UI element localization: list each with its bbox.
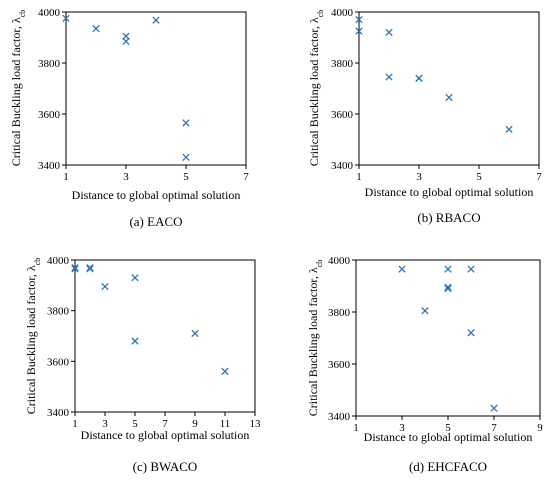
- data-point: [490, 404, 498, 412]
- x-tick-label: 5: [183, 171, 189, 183]
- x-tick-label: 5: [132, 418, 138, 430]
- x-tick-label: 13: [250, 418, 262, 430]
- x-tick-label: 7: [162, 418, 168, 430]
- panel-caption: (b) RBACO: [417, 210, 480, 225]
- x-tick-label: 1: [63, 171, 69, 183]
- y-tick-label: 3400: [328, 411, 351, 423]
- data-point: [505, 125, 513, 133]
- y-axis-label: Critical Buckling load factor, λcb: [9, 10, 27, 167]
- x-tick-label: 3: [102, 418, 108, 430]
- y-axis-label: Critical Buckling load factor, λcb: [24, 258, 42, 415]
- data-point: [444, 265, 452, 273]
- x-tick-label: 1: [72, 418, 78, 430]
- data-point: [131, 337, 139, 345]
- data-point: [385, 28, 393, 37]
- x-tick-label: 3: [416, 171, 422, 183]
- data-point: [398, 265, 406, 273]
- x-tick-label: 5: [476, 171, 482, 183]
- panel-caption: (c) BWACO: [133, 459, 198, 474]
- data-point: [221, 367, 229, 376]
- data-point: [62, 14, 70, 23]
- x-tick-label: 9: [192, 418, 198, 430]
- data-point: [86, 265, 94, 273]
- y-tick-label: 3800: [38, 58, 61, 70]
- data-point: [131, 274, 139, 282]
- x-tick-label: 1: [353, 422, 359, 434]
- x-axis-label: Distance to global optimal solution: [365, 185, 534, 199]
- y-tick-label: 3400: [47, 407, 70, 419]
- x-axis-label: Distance to global optimal solution: [81, 428, 250, 442]
- data-point: [467, 265, 475, 273]
- data-point: [355, 15, 363, 24]
- x-tick-label: 3: [123, 171, 129, 183]
- y-tick-label: 3800: [328, 307, 351, 319]
- plot-frame: [358, 11, 540, 166]
- x-tick-label: 3: [399, 422, 405, 434]
- x-axis-label: Distance to global optimal solution: [364, 430, 533, 444]
- plot-frame: [74, 259, 256, 413]
- data-point: [385, 73, 393, 81]
- y-tick-label: 3600: [328, 359, 351, 371]
- data-point: [355, 27, 363, 35]
- data-point: [182, 119, 190, 127]
- data-point: [92, 24, 100, 33]
- plot-frame: [355, 259, 541, 417]
- x-tick-label: 9: [537, 422, 543, 434]
- y-tick-label: 4000: [38, 7, 61, 19]
- data-point: [191, 329, 199, 338]
- y-tick-label: 3400: [38, 160, 61, 172]
- x-tick-label: 7: [491, 422, 497, 434]
- data-point: [101, 282, 109, 291]
- y-tick-label: 4000: [331, 7, 354, 19]
- y-tick-label: 3600: [38, 109, 61, 121]
- panel-caption: (d) EHCFACO: [409, 459, 487, 474]
- chart-panel-4: 1 3 5 7 9 3400 3600 3800 4000 Distance to global …: [306, 255, 543, 474]
- data-point: [122, 37, 130, 45]
- data-point: [71, 265, 79, 273]
- x-tick-label: 11: [220, 418, 231, 430]
- data-point: [444, 284, 452, 293]
- data-point: [415, 74, 423, 82]
- x-axis-label: Distance to global optimal solution: [72, 188, 241, 202]
- data-point: [152, 16, 160, 24]
- data-point: [182, 153, 190, 162]
- data-point: [445, 93, 453, 102]
- y-tick-label: 3600: [331, 109, 354, 121]
- y-axis-label: Critical Buckling load factor, λcb: [307, 10, 325, 167]
- data-point: [421, 307, 429, 315]
- y-tick-label: 4000: [328, 255, 351, 267]
- x-tick-label: 7: [243, 171, 249, 183]
- x-tick-label: 5: [445, 422, 451, 434]
- data-point: [467, 329, 475, 337]
- data-point: [71, 263, 79, 272]
- chart-panel-2: 1 3 5 7 3400 3600 3800 4000 Distance to global o…: [307, 7, 542, 225]
- x-tick-label: 7: [536, 171, 542, 183]
- y-tick-label: 3600: [47, 356, 70, 368]
- y-axis-label: Critical Buckling load factor, λcb: [306, 260, 324, 417]
- chart-panel-1: 1 3 5 7 3400 3600 3800 4000 Distance to global o…: [9, 7, 249, 229]
- y-tick-label: 3400: [331, 160, 354, 172]
- y-tick-label: 3800: [331, 58, 354, 70]
- panel-caption: (a) EACO: [129, 214, 182, 229]
- plot-frame: [65, 11, 247, 166]
- data-point: [86, 263, 94, 272]
- y-tick-label: 3800: [47, 306, 70, 318]
- y-tick-label: 4000: [47, 255, 70, 267]
- x-tick-label: 1: [356, 171, 362, 183]
- data-point: [444, 283, 452, 291]
